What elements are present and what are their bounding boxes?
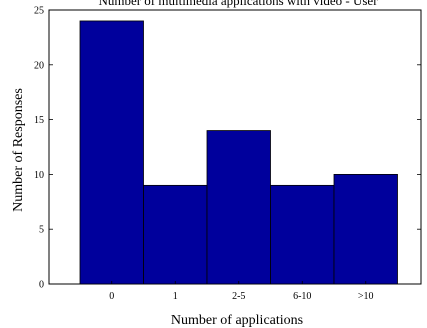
y-tick-label: 20 — [34, 60, 44, 71]
bars — [79, 20, 398, 285]
y-tick-label: 10 — [34, 170, 44, 181]
x-tick-label: 0 — [109, 291, 114, 302]
bar-0 — [79, 20, 144, 285]
x-tick-label: >10 — [358, 291, 374, 302]
bar-6-10 — [270, 184, 335, 285]
y-axis-ticks: 0 5 10 15 20 25 — [34, 6, 421, 291]
x-axis-ticks: 0 1 2-5 6-10 >10 — [109, 281, 374, 302]
bar-1 — [143, 184, 208, 285]
y-tick-label: 25 — [34, 6, 44, 17]
x-tick-label: 1 — [173, 291, 178, 302]
y-axis-label: Number of Responses — [11, 88, 26, 212]
y-tick-label: 0 — [39, 280, 44, 291]
y-tick-label: 15 — [34, 115, 44, 126]
bar->10 — [333, 173, 398, 285]
x-axis-label: Number of applications — [171, 313, 303, 328]
x-tick-label: 6-10 — [293, 291, 311, 302]
y-tick-label: 5 — [39, 225, 44, 236]
bar-2-5 — [206, 130, 271, 285]
chart-title: Number of multimedia applications with v… — [98, 0, 378, 8]
x-tick-label: 2-5 — [232, 291, 245, 302]
